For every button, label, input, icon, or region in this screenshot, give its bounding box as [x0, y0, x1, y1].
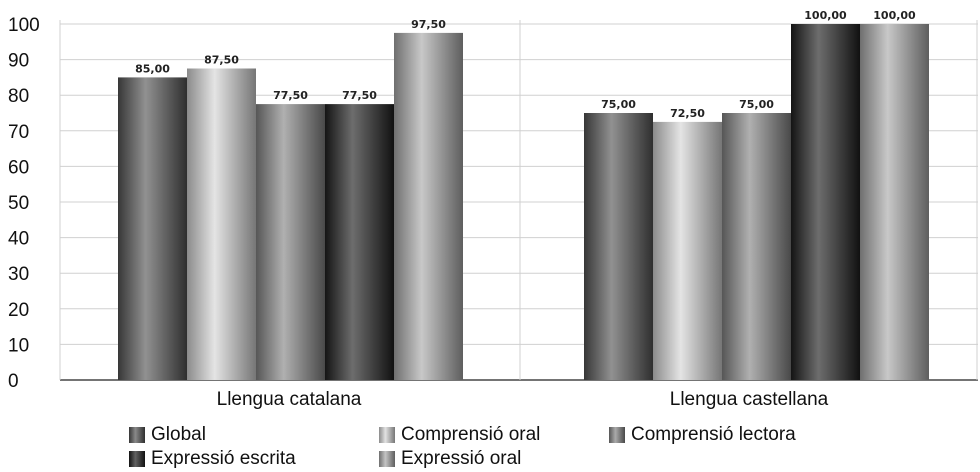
bars — [118, 24, 929, 381]
data-label: 97,50 — [411, 18, 446, 31]
legend-swatch — [609, 427, 625, 443]
y-tick-label: 90 — [8, 51, 29, 72]
data-label: 72,50 — [670, 107, 705, 120]
y-tick-label: 0 — [8, 371, 19, 392]
legend-swatch — [129, 427, 145, 443]
bar — [791, 24, 860, 380]
category-label: Llengua catalana — [217, 389, 362, 410]
bar — [118, 77, 187, 381]
bar — [584, 113, 653, 380]
data-label: 77,50 — [273, 89, 308, 102]
y-tick-label: 20 — [8, 300, 29, 321]
legend-item: Comprensió oral — [379, 424, 540, 446]
bar — [187, 68, 256, 380]
bar-chart: 0 10 20 30 40 50 60 70 80 90 100 85,00 87,50 77,50 77… — [8, 9, 978, 410]
category-label: Llengua castellana — [670, 389, 829, 410]
legend-label: Expressió oral — [401, 448, 522, 469]
legend-item: Global — [129, 424, 206, 446]
y-tick-label: 100 — [8, 15, 40, 36]
y-tick-label: 60 — [8, 157, 29, 178]
bar — [325, 104, 394, 380]
data-label: 87,50 — [204, 54, 239, 67]
data-label: 75,00 — [739, 98, 774, 111]
y-tick-label: 50 — [8, 193, 29, 214]
y-tick-label: 80 — [8, 86, 29, 107]
y-tick-label: 40 — [8, 229, 29, 250]
legend-label: Comprensió oral — [401, 424, 541, 445]
legend-item: Expressió oral — [379, 448, 521, 470]
legend-label: Global — [151, 424, 206, 445]
legend-item: Comprensió lectora — [609, 424, 796, 446]
x-axis-categories: Llengua catalana Llengua castellana — [217, 389, 829, 410]
legend-swatch — [379, 427, 395, 443]
bar — [860, 24, 929, 380]
data-label: 100,00 — [804, 9, 847, 22]
bar — [653, 121, 722, 381]
y-tick-label: 30 — [8, 264, 29, 285]
data-labels: 85,00 87,50 77,50 77,50 97,50 75,00 72,50 75,00… — [135, 9, 916, 120]
legend-item: Expressió escrita — [129, 448, 296, 470]
data-label: 75,00 — [601, 98, 636, 111]
data-label: 77,50 — [342, 89, 377, 102]
bar — [256, 104, 325, 380]
legend: Global Comprensió oral Comprensió lectora E… — [129, 424, 889, 470]
y-tick-label: 70 — [8, 122, 29, 143]
y-axis-ticks: 0 10 20 30 40 50 60 70 80 90 100 — [8, 15, 40, 392]
data-label: 85,00 — [135, 62, 170, 75]
legend-swatch — [379, 451, 395, 467]
legend-label: Expressió escrita — [151, 448, 296, 469]
legend-swatch — [129, 451, 145, 467]
y-tick-label: 10 — [8, 335, 29, 356]
legend-label: Comprensió lectora — [631, 424, 796, 445]
bar — [722, 113, 791, 380]
data-label: 100,00 — [873, 9, 916, 22]
bar — [394, 32, 463, 381]
